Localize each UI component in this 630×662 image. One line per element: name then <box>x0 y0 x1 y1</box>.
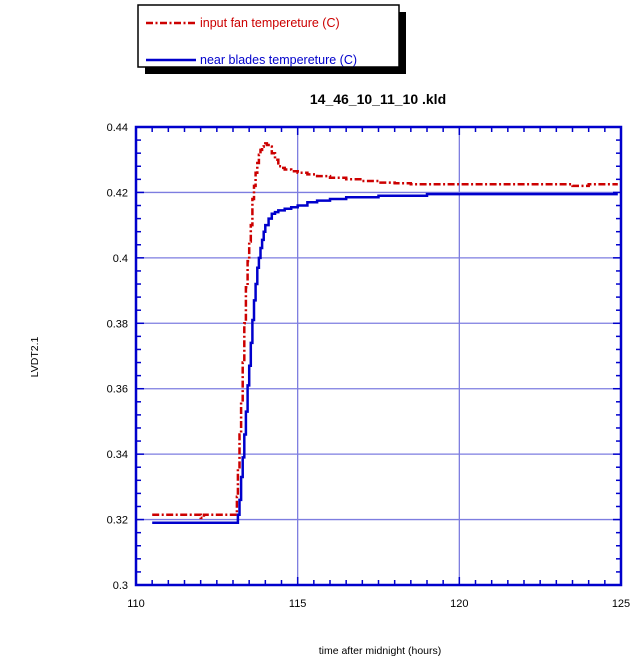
y-tick-label: 0.34 <box>107 449 128 461</box>
y-axis-label: LVDT2.1 <box>29 337 41 378</box>
y-tick-label: 0.38 <box>107 318 128 330</box>
legend-label-input-fan: input fan tempereture (C) <box>200 16 340 30</box>
series-line-0 <box>152 142 618 520</box>
gridlines <box>136 127 621 585</box>
chart-title: 14_46_10_11_10 .kld <box>310 91 446 107</box>
plot-frame <box>134 125 623 587</box>
x-tick-label: 125 <box>612 598 630 610</box>
x-tick-label: 115 <box>289 598 307 610</box>
y-tick-label: 0.3 <box>113 580 128 592</box>
y-tick-label: 0.4 <box>113 253 128 265</box>
y-tick-label: 0.44 <box>107 122 128 134</box>
y-tick-labels: 0.3 0.32 0.34 0.36 0.38 0.4 0.42 0.44 <box>107 122 128 592</box>
legend-label-near-blades: near blades tempereture (C) <box>200 53 357 67</box>
series-lines <box>152 142 618 525</box>
x-tick-label: 120 <box>450 598 468 610</box>
x-axis-label: time after midnight (hours) <box>319 645 442 657</box>
legend-box <box>137 4 400 68</box>
series-line-1 <box>152 192 618 525</box>
x-tick-label: 110 <box>127 598 145 610</box>
y-tick-label: 0.32 <box>107 515 128 527</box>
x-tick-labels: 110 115 120 125 <box>127 598 630 610</box>
y-tick-label: 0.42 <box>107 187 128 199</box>
y-tick-label: 0.36 <box>107 384 128 396</box>
